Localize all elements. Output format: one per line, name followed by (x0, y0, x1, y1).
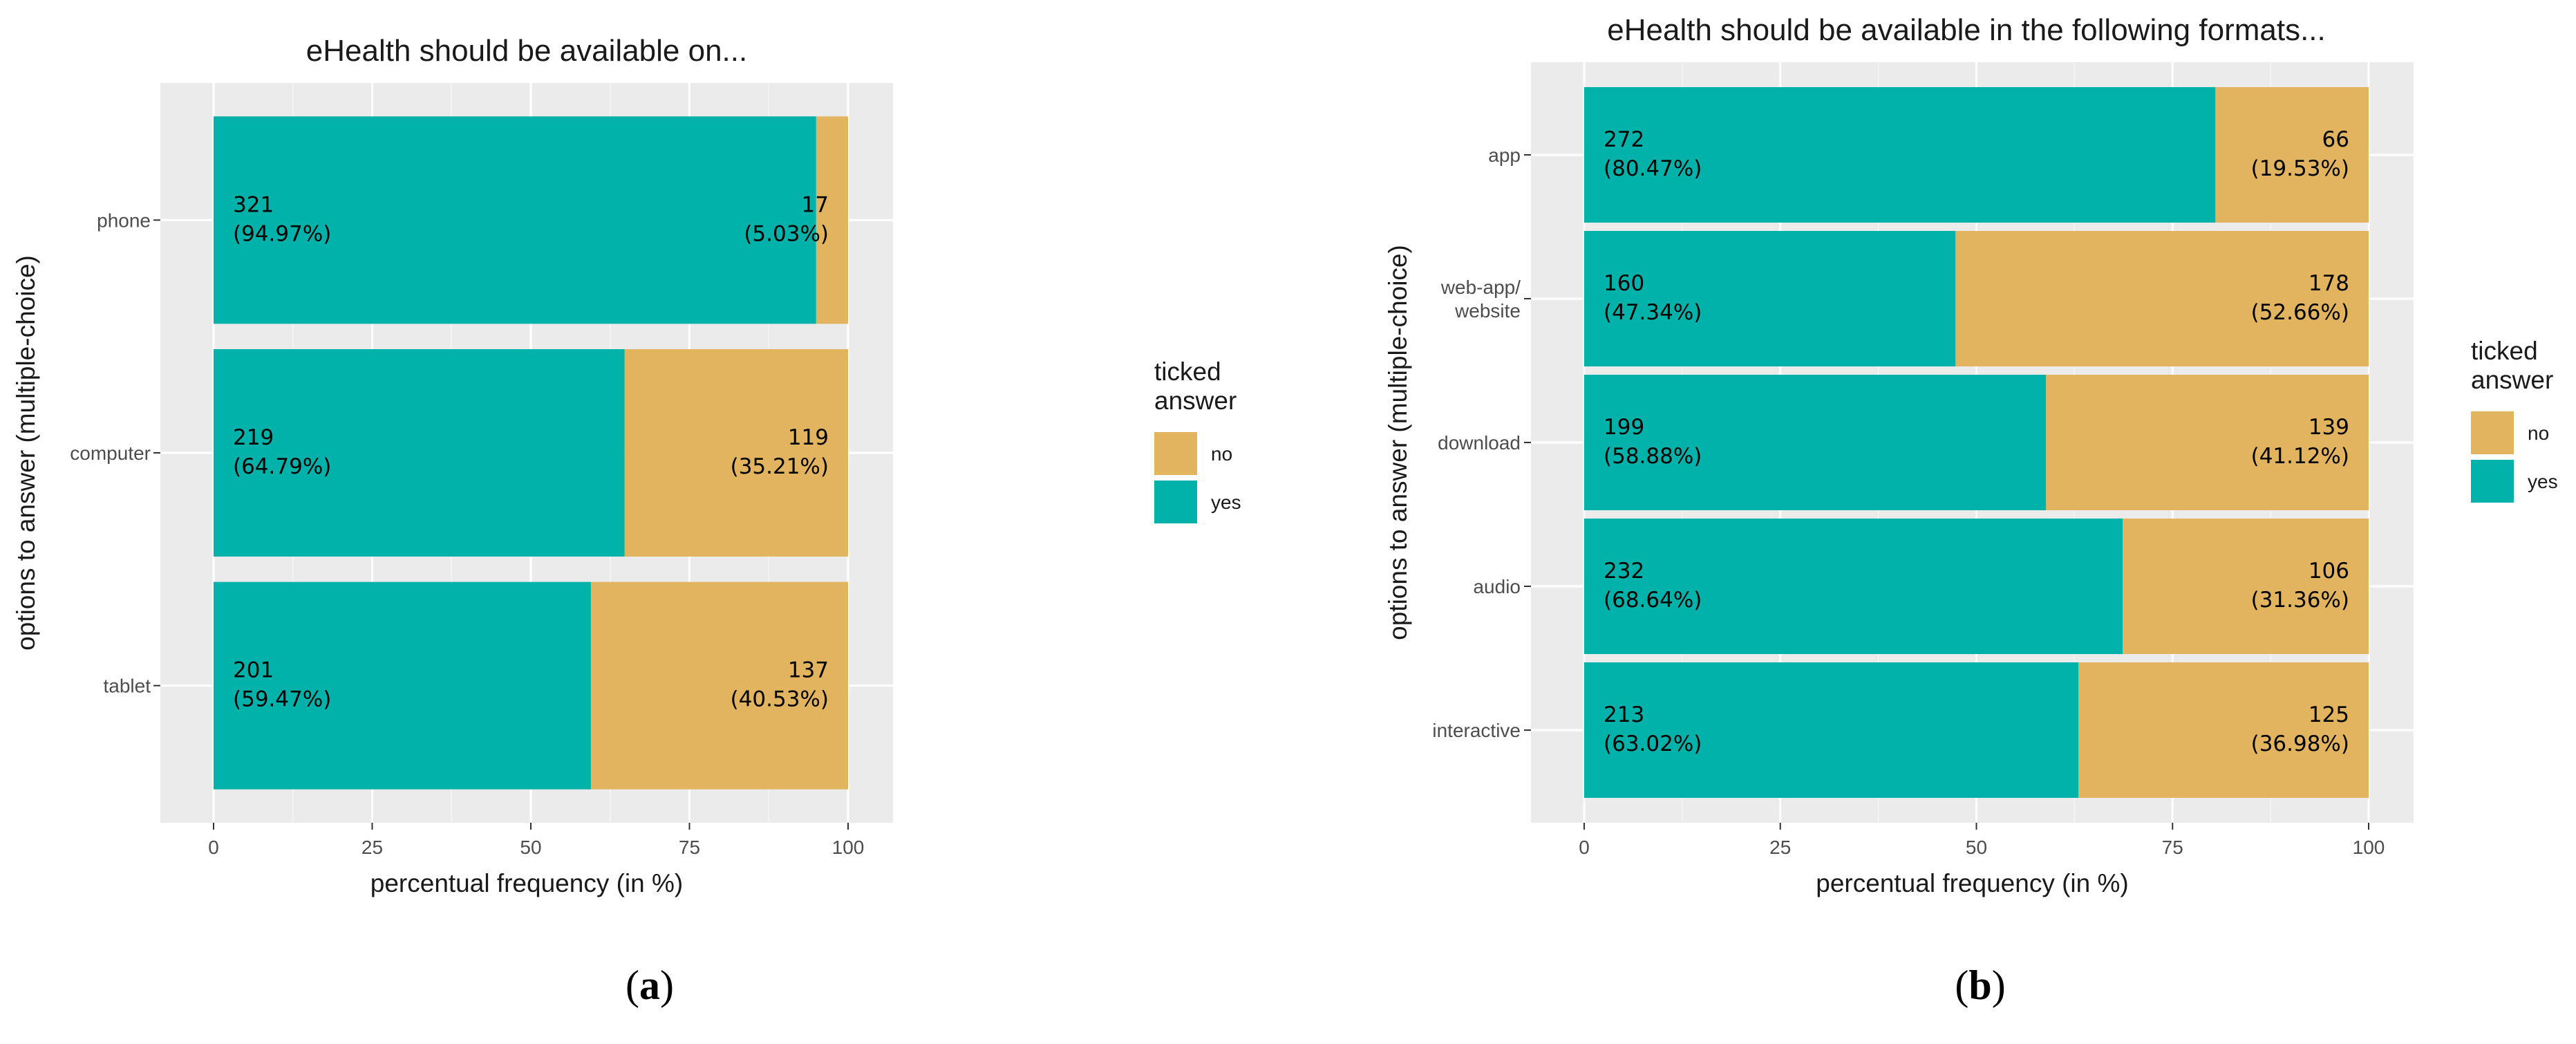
panel-label: (b) (1955, 962, 2005, 1008)
x-tick-label: 100 (2353, 837, 2385, 858)
x-tick-label: 100 (832, 837, 865, 858)
bar-no (1955, 231, 2369, 366)
bar-yes (1584, 87, 2216, 223)
data-label-yes-count: 160 (1604, 271, 1644, 296)
x-tick-label: 50 (1966, 837, 1987, 858)
y-tick-label: audio (1473, 576, 1521, 597)
panel-label-open: ( (1955, 962, 1968, 1008)
x-tick-label: 75 (679, 837, 700, 858)
data-label-yes-percent: (64.79%) (233, 454, 331, 479)
x-tick-label: 50 (520, 837, 541, 858)
x-tick-label: 25 (361, 837, 383, 858)
data-label-no-count: 119 (788, 425, 829, 450)
y-tick-label: tablet (104, 675, 151, 697)
bar-yes (214, 116, 816, 324)
x-tick-label: 25 (1769, 837, 1791, 858)
panel-label-open: ( (626, 962, 639, 1008)
data-label-no-percent: (5.03%) (744, 221, 829, 246)
panel-label-letter: b (1968, 962, 1991, 1008)
chart-panel-b: 0 25 50 75 100 272 (80.47%) 66 (19.53%) app 160 (47… (1384, 13, 2558, 1008)
y-tick-label: phone (97, 209, 151, 231)
legend-key-yes (1154, 481, 1197, 523)
x-tick-label: 0 (208, 837, 219, 858)
data-label-yes-percent: (59.47%) (233, 687, 331, 712)
data-label-yes-percent: (58.88%) (1604, 444, 1702, 469)
data-label-yes-percent: (47.34%) (1604, 300, 1702, 325)
data-label-no-count: 139 (2309, 415, 2349, 440)
legend-label-yes: yes (1211, 492, 1241, 513)
bar-yes (214, 581, 591, 790)
data-label-no-count: 125 (2309, 702, 2349, 727)
y-tick-label: interactive (1432, 720, 1521, 741)
data-label-no-count: 66 (2322, 127, 2349, 152)
y-tick-label: download (1438, 432, 1521, 454)
y-tick-label: web-app/ (1440, 277, 1521, 298)
data-label-yes-count: 272 (1604, 127, 1644, 152)
bar-no (624, 349, 848, 557)
legend-title-line: answer (1154, 386, 1237, 415)
bar-yes (214, 349, 625, 557)
data-label-no-count: 106 (2309, 559, 2349, 584)
data-label-yes-count: 232 (1604, 559, 1644, 584)
chart-title: eHealth should be available in the follo… (1607, 13, 2326, 47)
y-tick-label: app (1488, 145, 1521, 166)
chart-title: eHealth should be available on... (306, 34, 747, 68)
data-label-yes-count: 199 (1604, 415, 1644, 440)
data-label-no-percent: (41.12%) (2251, 444, 2349, 469)
data-label-yes-percent: (63.02%) (1604, 731, 1702, 756)
data-label-no-percent: (31.36%) (2251, 588, 2349, 613)
legend-key-no (1154, 432, 1197, 475)
legend-label-no: no (2528, 422, 2549, 444)
x-axis-label: percentual frequency (in %) (370, 869, 683, 897)
bar-yes (1584, 375, 2047, 510)
data-label-no-percent: (52.66%) (2251, 300, 2349, 325)
bar-no (816, 116, 848, 324)
legend-label-no: no (1211, 443, 1232, 465)
legend-title-line: ticked (1154, 357, 1221, 386)
data-label-no-count: 137 (788, 658, 829, 683)
data-label-no-percent: (36.98%) (2251, 731, 2349, 756)
bar-yes (1584, 231, 1956, 366)
data-label-yes-percent: (94.97%) (233, 221, 331, 246)
panel-label: (a) (626, 962, 674, 1008)
legend-key-yes (2471, 460, 2514, 503)
y-axis-label: options to answer (multiple-choice) (12, 255, 40, 651)
panel-label-close: ) (1992, 962, 2006, 1008)
bar-no (2123, 519, 2369, 654)
data-label-yes-count: 201 (233, 658, 274, 683)
bar-no (2046, 375, 2369, 510)
bar-yes (1584, 519, 2123, 654)
legend-title-line: ticked (2471, 337, 2538, 365)
y-tick-label: computer (70, 442, 151, 464)
bar-no (2215, 87, 2369, 223)
data-label-yes-count: 219 (233, 425, 274, 450)
chart-panel-a: 0 25 50 75 100 321 (94.97%) 17 (5.03%) phone 219 (6… (12, 34, 1241, 1008)
y-axis-label: options to answer (multiple-choice) (1384, 245, 1412, 640)
legend-title-line: answer (2471, 366, 2553, 394)
data-label-yes-percent: (68.64%) (1604, 588, 1702, 613)
x-tick-label: 0 (1579, 837, 1590, 858)
x-axis-label: percentual frequency (in %) (1816, 869, 2128, 897)
legend-label-yes: yes (2528, 471, 2558, 492)
legend-key-no (2471, 411, 2514, 454)
bar-no (590, 581, 848, 790)
bar-yes (1584, 662, 2079, 798)
panel-label-close: ) (660, 962, 674, 1008)
data-label-no-count: 17 (802, 192, 829, 217)
x-tick-label: 75 (2162, 837, 2183, 858)
panel-label-letter: a (639, 962, 660, 1008)
data-label-yes-percent: (80.47%) (1604, 156, 1702, 181)
data-label-no-percent: (19.53%) (2251, 156, 2349, 181)
y-tick-label: website (1454, 300, 1521, 321)
data-label-no-percent: (40.53%) (731, 687, 829, 712)
data-label-yes-count: 213 (1604, 702, 1644, 727)
data-label-no-count: 178 (2309, 271, 2349, 296)
data-label-yes-count: 321 (233, 192, 274, 217)
bar-no (2078, 662, 2369, 798)
data-label-no-percent: (35.21%) (731, 454, 829, 479)
